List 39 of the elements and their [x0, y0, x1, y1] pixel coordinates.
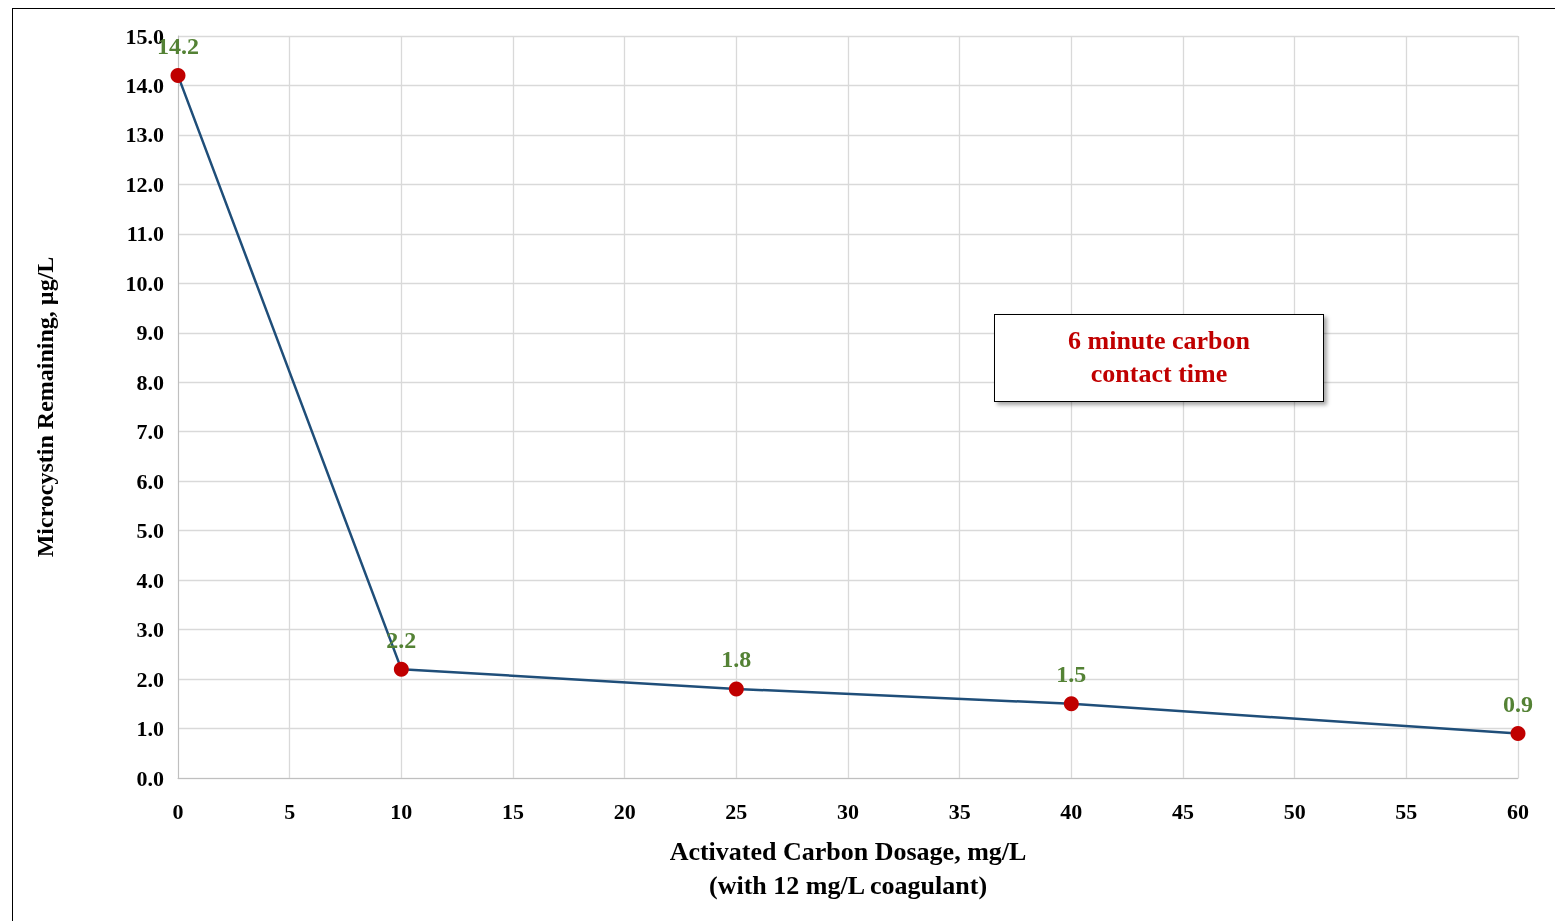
y-tick-label: 1.0: [136, 716, 164, 742]
y-tick-label: 7.0: [136, 419, 164, 445]
point: [170, 68, 186, 84]
x-tick-label: 5: [284, 798, 296, 824]
x-tick-label: 60: [1507, 798, 1529, 824]
y-tick-label: 10.0: [125, 270, 164, 296]
y-tick-label: 4.0: [136, 567, 164, 593]
y-axis-title: Microcystin Remaining, µg/L: [32, 256, 58, 558]
y-tick-label: 5.0: [136, 518, 164, 544]
x-tick-label: 25: [725, 798, 748, 824]
y-tick-label: 12.0: [125, 171, 164, 197]
y-tick-label: 8.0: [136, 369, 164, 395]
x-tick-label: 50: [1283, 798, 1306, 824]
x-tick-label: 20: [613, 798, 636, 824]
y-tick-label: 2.0: [136, 666, 164, 692]
x-tick-label: 45: [1172, 798, 1194, 824]
x-tick-label: 35: [948, 798, 971, 824]
x-tick-label: 10: [390, 798, 413, 824]
point: [728, 681, 744, 697]
y-tick-label: 0.0: [136, 765, 164, 791]
y-tick-label: 14.0: [125, 72, 164, 98]
x-tick-label: 15: [502, 798, 524, 824]
x-tick-label: 55: [1395, 798, 1418, 824]
data-label: 1.5: [1056, 661, 1087, 688]
data-label: 0.9: [1503, 690, 1533, 717]
y-tick-label: 9.0: [136, 320, 164, 346]
y-tick-label: 11.0: [126, 221, 164, 247]
y-tick-label: 13.0: [125, 122, 164, 148]
point: [1510, 725, 1526, 741]
x-axis-title: Activated Carbon Dosage, mg/L (with 12 mg/L coagulant): [669, 836, 1027, 900]
point: [393, 661, 409, 677]
data-label: 1.8: [721, 646, 752, 673]
x-tick-label: 30: [837, 798, 859, 824]
x-tick-label: 0: [172, 798, 184, 824]
x-tick-label: 40: [1060, 798, 1083, 824]
annotation: 6 minute carbon contact time: [1067, 325, 1251, 390]
point: [1063, 696, 1079, 712]
y-tick-label: 3.0: [136, 617, 164, 643]
y-tick-label: 6.0: [136, 468, 164, 494]
